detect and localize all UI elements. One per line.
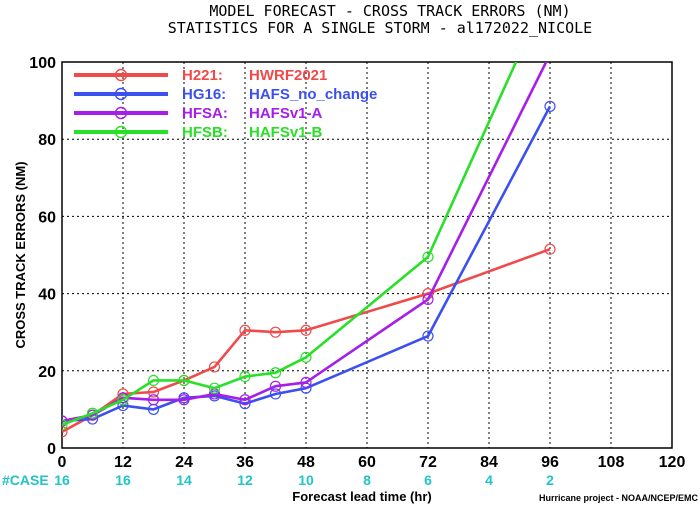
x-tick-label: 48	[297, 454, 315, 471]
case-count: 6	[424, 472, 432, 488]
data-point	[178, 374, 190, 387]
x-axis-label: Forecast lead time (hr)	[292, 489, 431, 504]
case-count: 10	[298, 472, 314, 488]
x-tick-label: 12	[114, 454, 132, 471]
legend-label: HWRF2021	[249, 67, 327, 84]
data-point	[515, 49, 525, 59]
series-line-1	[62, 105, 552, 423]
plot-area	[61, 61, 673, 449]
data-point	[269, 380, 282, 392]
case-count: 8	[363, 472, 371, 488]
y-axis-label: CROSS TRACK ERRORS (NM)	[13, 161, 28, 348]
data-point	[239, 324, 251, 336]
data-point	[208, 361, 221, 373]
credit: Hurricane project - NOAA/NCEP/EMC	[539, 493, 699, 503]
legend: H221: HWRF2021 HG16: HAFS_no_change HFSA: HAF…	[74, 67, 377, 141]
x-tick-label: 108	[598, 454, 625, 471]
x-tick-label: 0	[58, 454, 67, 471]
data-point	[208, 382, 221, 394]
data-point	[300, 351, 312, 363]
case-count: 16	[54, 472, 70, 488]
legend-name: HFSA:	[182, 105, 228, 122]
legend-name: HFSB:	[182, 124, 228, 141]
x-tick-label: 36	[236, 454, 254, 471]
legend-name: H221:	[182, 67, 223, 84]
y-tick-label: 0	[47, 441, 56, 458]
case-label: #CASE	[2, 472, 49, 488]
x-tick-label: 96	[541, 454, 559, 471]
data-point	[544, 100, 556, 112]
data-point	[117, 394, 129, 406]
data-point	[300, 376, 312, 388]
legend-label: HAFSv1-A	[249, 105, 323, 122]
y-tick-label: 60	[38, 209, 56, 226]
data-point	[62, 415, 68, 427]
data-point	[239, 394, 251, 406]
data-point	[422, 293, 434, 305]
series-line-0	[62, 247, 551, 433]
data-point	[269, 367, 282, 379]
x-tick-label: 84	[480, 454, 498, 471]
data-point	[300, 324, 312, 336]
case-counts: 16 16 14 12 10 8 6 4 2	[54, 472, 554, 488]
tick-labels: 0 20 40 60 80 100 0 12 24 36 48 60 72 84 96 108 120	[29, 55, 685, 471]
y-tick-label: 20	[38, 364, 56, 381]
x-tick-label: 60	[358, 454, 376, 471]
data-point	[86, 407, 99, 419]
series-layer	[62, 49, 556, 438]
data-point	[545, 49, 555, 59]
legend-label: HAFSv1-B	[249, 124, 323, 141]
legend-swatch-marker	[114, 125, 128, 139]
case-count: 2	[546, 472, 554, 488]
case-count: 16	[115, 472, 131, 488]
data-point	[269, 326, 282, 338]
legend-swatch-marker	[114, 87, 128, 101]
grid	[62, 62, 672, 448]
case-count: 14	[176, 472, 192, 488]
y-tick-label: 80	[38, 132, 56, 149]
case-count: 12	[237, 472, 253, 488]
x-tick-label: 72	[419, 454, 437, 471]
series-group	[62, 49, 556, 438]
y-tick-label: 40	[38, 287, 56, 304]
data-point	[178, 394, 190, 406]
data-point	[422, 330, 434, 342]
legend-name: HG16:	[182, 86, 226, 103]
y-tick-label: 100	[29, 55, 56, 72]
data-point	[269, 388, 282, 400]
legend-swatch-marker	[114, 106, 128, 120]
data-point	[239, 370, 251, 383]
case-count: 4	[485, 472, 493, 488]
x-tick-label: 120	[659, 454, 686, 471]
data-point	[422, 251, 434, 263]
x-tick-label: 24	[175, 454, 193, 471]
data-point	[544, 243, 556, 255]
chart-subtitle: STATISTICS FOR A SINGLE STORM - al172022…	[168, 19, 592, 37]
data-point	[147, 386, 160, 398]
data-point	[147, 394, 160, 406]
chart-title: MODEL FORECAST - CROSS TRACK ERRORS (NM)	[209, 2, 570, 20]
data-point	[147, 374, 160, 387]
data-point	[62, 426, 68, 438]
series-line-3	[62, 62, 518, 427]
data-point	[62, 419, 68, 431]
legend-swatch-marker	[114, 68, 128, 82]
legend-label: HAFS_no_change	[249, 86, 377, 103]
